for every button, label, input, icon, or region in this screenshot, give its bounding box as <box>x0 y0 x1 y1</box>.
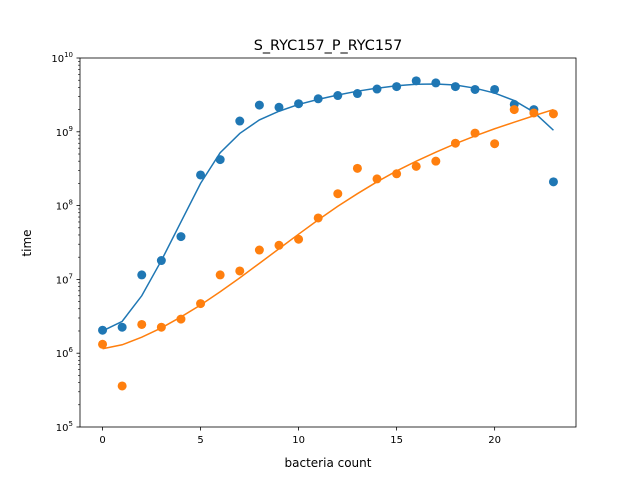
series-1-point <box>490 139 500 149</box>
series-1-point <box>274 240 284 250</box>
y-tick-label: 1010 <box>51 51 73 65</box>
series-1-point <box>352 163 362 173</box>
series-1-point <box>235 266 245 276</box>
series-0-point <box>98 325 108 335</box>
series-1-point <box>470 128 480 138</box>
series-1-point <box>215 270 225 280</box>
x-tick-label: 20 <box>488 435 501 446</box>
series-1-point <box>450 138 460 148</box>
y-tick-label: 109 <box>56 125 73 139</box>
series-1-point <box>176 314 186 324</box>
series-0-point <box>411 76 421 86</box>
y-tick-label: 107 <box>56 272 73 286</box>
series-0-point <box>333 91 343 101</box>
x-tick-label: 0 <box>99 435 105 446</box>
series-0-point <box>137 270 147 280</box>
series-0-point <box>548 177 558 187</box>
series-0-point <box>294 99 304 109</box>
series-1-point <box>548 109 558 119</box>
series-1-point <box>333 189 343 199</box>
series-0-point <box>274 102 284 112</box>
series-1-point <box>117 381 127 391</box>
series-1-point <box>431 156 441 166</box>
x-axis-label: bacteria count <box>285 456 372 470</box>
series-0-point <box>490 84 500 94</box>
series-0-point <box>450 82 460 92</box>
series-1-point <box>372 174 382 184</box>
plot-area <box>98 76 558 391</box>
series-1-point <box>156 322 166 332</box>
series-1-point <box>294 234 304 244</box>
series-0-point <box>352 89 362 99</box>
x-tick-label: 5 <box>197 435 203 446</box>
series-1-point <box>313 213 323 223</box>
series-1-point <box>411 161 421 171</box>
y-axis-label: time <box>20 229 34 256</box>
axes-frame <box>79 57 577 428</box>
series-0-point <box>176 232 186 242</box>
series-0-point <box>235 116 245 126</box>
y-tick-label: 108 <box>56 199 73 213</box>
axes: 0 5 10 15 20 105 106 107 108 109 1010 <box>51 51 577 446</box>
series-1-point <box>137 319 147 329</box>
y-tick-label: 106 <box>56 346 74 360</box>
series-0-point <box>313 94 323 104</box>
x-tick-label: 15 <box>390 435 403 446</box>
series-0-point <box>215 155 225 165</box>
series-0-point <box>431 78 441 88</box>
series-1-point <box>254 245 264 255</box>
series-0-point <box>372 84 382 94</box>
series-0-point <box>392 82 402 92</box>
chart-title: S_RYC157_P_RYC157 <box>254 38 403 54</box>
series-0-point <box>254 100 264 110</box>
series-0-point <box>196 170 206 180</box>
y-tick-label: 105 <box>56 420 73 434</box>
x-tick-label: 10 <box>292 435 305 446</box>
series-0-point <box>117 322 127 332</box>
series-0-point <box>156 256 166 266</box>
series-1-point <box>509 105 519 115</box>
series-1-point <box>529 108 539 118</box>
series-0-point <box>470 84 480 94</box>
series-1-point <box>98 339 108 349</box>
series-1-point <box>196 299 206 309</box>
series-1-point <box>392 169 402 179</box>
